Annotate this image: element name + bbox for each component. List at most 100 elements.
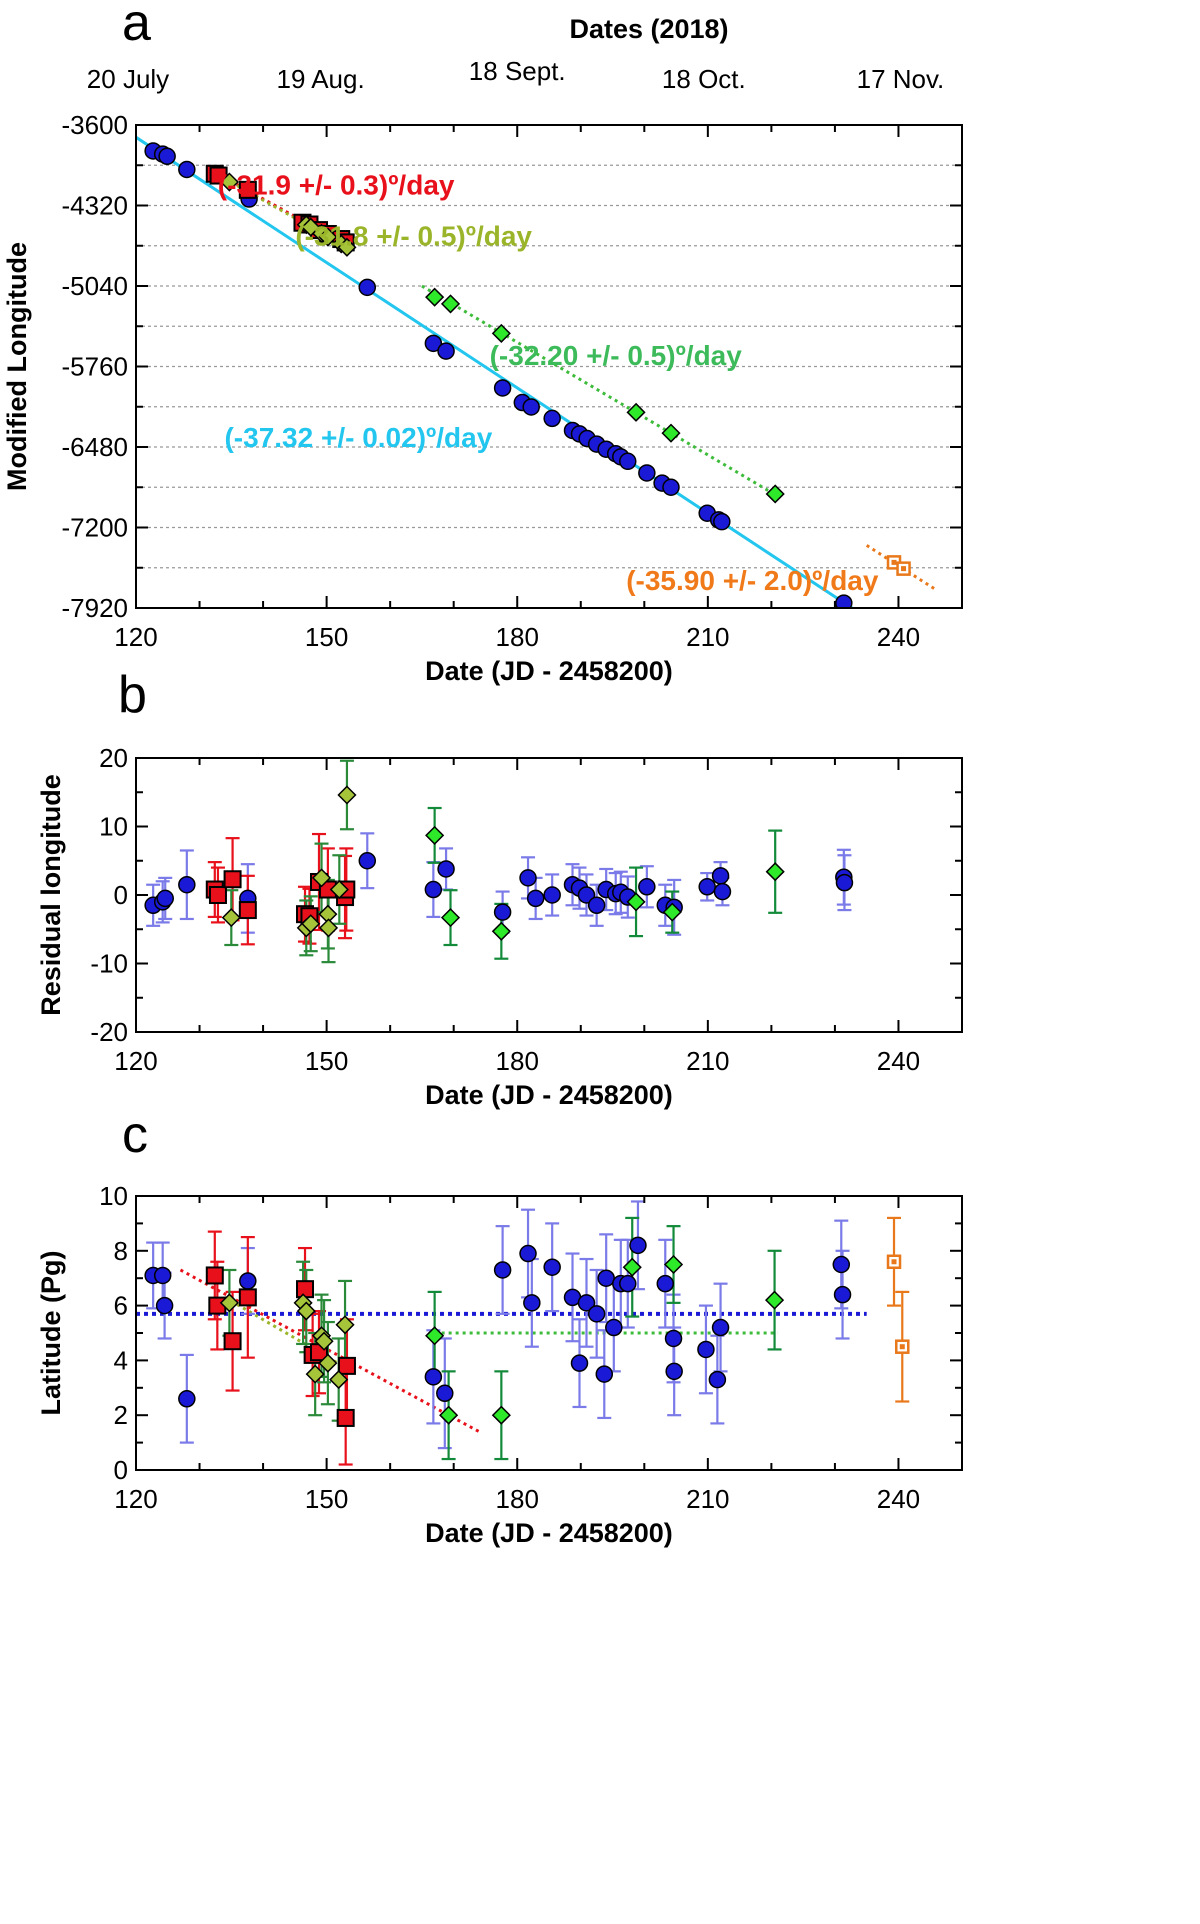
data-point-blue-10 <box>543 1258 561 1276</box>
data-point-blue-19 <box>619 452 637 471</box>
data-point-blue-22 <box>664 1329 683 1348</box>
data-point-green-1 <box>440 294 461 314</box>
y-tick-label: 20 <box>99 743 128 773</box>
data-point-green-2 <box>491 1405 511 1425</box>
data-point-olive-3 <box>311 868 332 888</box>
data-point-blue-24 <box>711 867 730 885</box>
x-tick-label: 240 <box>877 1484 920 1514</box>
x-axis-title: Date (JD - 2458200) <box>425 1518 673 1548</box>
data-point-blue-25 <box>708 1370 727 1389</box>
data-point-blue-21 <box>656 1274 675 1293</box>
data-point-green-4 <box>662 902 682 922</box>
data-point-olive-7 <box>329 1370 349 1390</box>
panel-labels: a b c <box>118 0 151 1164</box>
x-axis-title: Date (JD - 2458200) <box>425 1080 673 1110</box>
y-tick-label: 4 <box>114 1345 128 1375</box>
data-point-green-4 <box>661 423 681 443</box>
data-point-red-3 <box>238 1288 257 1307</box>
data-point-blue-5 <box>358 278 377 297</box>
y-tick-label: -3600 <box>62 110 129 140</box>
data-point-blue-26 <box>711 1318 730 1337</box>
data-point-green-4 <box>663 1254 684 1275</box>
data-point-olive-3 <box>305 1364 325 1384</box>
data-point-olive-6 <box>318 1353 338 1373</box>
data-point-blue-17 <box>605 1318 623 1337</box>
data-point-blue-9 <box>523 1294 541 1312</box>
x-tick-label: 120 <box>114 1484 157 1514</box>
data-point-blue-12 <box>570 1354 589 1372</box>
data-point-blue-10 <box>526 889 545 908</box>
data-point-olive-6 <box>329 879 349 900</box>
x-tick-label: 150 <box>305 622 348 652</box>
data-point-green-5 <box>765 862 785 882</box>
data-point-blue-28 <box>833 1285 852 1304</box>
data-point-orange-1-core <box>899 1344 905 1350</box>
data-point-blue-3 <box>178 1390 196 1408</box>
data-point-blue-20 <box>638 464 656 482</box>
data-point-blue-9 <box>519 869 537 887</box>
data-point-blue-5 <box>358 852 377 870</box>
data-point-blue-22 <box>662 478 680 496</box>
data-point-blue-11 <box>543 886 561 904</box>
data-point-green-1 <box>439 1405 459 1425</box>
data-point-red-2 <box>238 180 257 199</box>
data-point-green-3 <box>626 402 646 422</box>
data-point-olive-6 <box>337 237 357 257</box>
data-point-blue-2 <box>158 147 176 166</box>
data-point-blue-15 <box>587 896 606 915</box>
data-point-blue-4 <box>239 1272 257 1290</box>
x-tick-label: 180 <box>496 1046 539 1076</box>
y-axis-title: Latitude (Pg) <box>36 1251 66 1416</box>
data-point-blue-6 <box>436 1384 454 1403</box>
data-point-green-3 <box>626 892 646 912</box>
data-point-blue-2 <box>156 889 174 908</box>
data-point-red-0 <box>205 1266 224 1285</box>
data-point-green-5 <box>765 484 785 504</box>
data-point-red-3 <box>238 901 257 920</box>
data-point-olive-5 <box>314 1331 334 1351</box>
top-axis-date-label: 19 Aug. <box>277 64 365 94</box>
data-point-red-8 <box>337 1356 356 1375</box>
data-point-blue-14 <box>587 1305 606 1323</box>
y-tick-label: 8 <box>114 1236 128 1266</box>
fit-line-green <box>421 284 779 498</box>
x-axis-title: Date (JD - 2458200) <box>425 656 673 686</box>
data-point-olive-5 <box>318 918 339 938</box>
data-point-blue-6 <box>424 334 443 353</box>
data-point-blue-19 <box>619 1274 637 1293</box>
data-point-blue-27 <box>835 873 854 892</box>
slope-annotation: (-32.20 +/- 0.5)º/day <box>490 340 743 371</box>
panel-letter-a: a <box>122 0 151 52</box>
data-point-blue-3 <box>178 875 196 894</box>
slope-annotation: (-31.9 +/- 0.3)º/day <box>218 169 455 200</box>
top-axis-date-label: 18 Sept. <box>469 56 566 86</box>
data-point-olive-8 <box>335 1315 355 1335</box>
data-point-blue-20 <box>629 1236 647 1255</box>
data-point-blue-15 <box>595 1365 614 1383</box>
x-tick-label: 180 <box>496 622 539 652</box>
data-point-olive-2 <box>296 1301 316 1321</box>
data-point-green-1 <box>440 908 461 928</box>
x-tick-label: 180 <box>496 1484 539 1514</box>
data-point-green-2 <box>491 921 511 941</box>
data-point-blue-13 <box>577 1294 596 1312</box>
slope-annotation: (-31.8 +/- 0.5)º/day <box>295 220 532 251</box>
data-point-red-4 <box>296 1280 315 1299</box>
y-tick-label: -20 <box>90 1017 128 1047</box>
data-point-olive-2 <box>301 914 321 934</box>
data-point-blue-16 <box>597 1269 615 1287</box>
y-tick-label: 2 <box>114 1400 128 1430</box>
top-axis-date-label: 18 Oct. <box>662 64 746 94</box>
y-tick-label: -6480 <box>62 432 129 462</box>
data-point-red-1 <box>208 886 227 904</box>
panel-b-residual-chart: 120 150 180 210 240 -20 -10 0 10 20 Date (JD - 245… <box>36 743 963 1110</box>
data-point-blue-2 <box>155 1296 174 1315</box>
y-tick-label: -7920 <box>62 593 129 623</box>
data-point-green-0 <box>425 1326 445 1346</box>
x-tick-label: 150 <box>305 1046 348 1076</box>
data-point-blue-24 <box>697 1340 715 1359</box>
data-point-red-2 <box>223 870 242 889</box>
top-axis-title: Dates (2018) <box>569 14 728 44</box>
data-point-blue-7 <box>493 1261 512 1279</box>
data-point-olive-0 <box>219 172 239 192</box>
